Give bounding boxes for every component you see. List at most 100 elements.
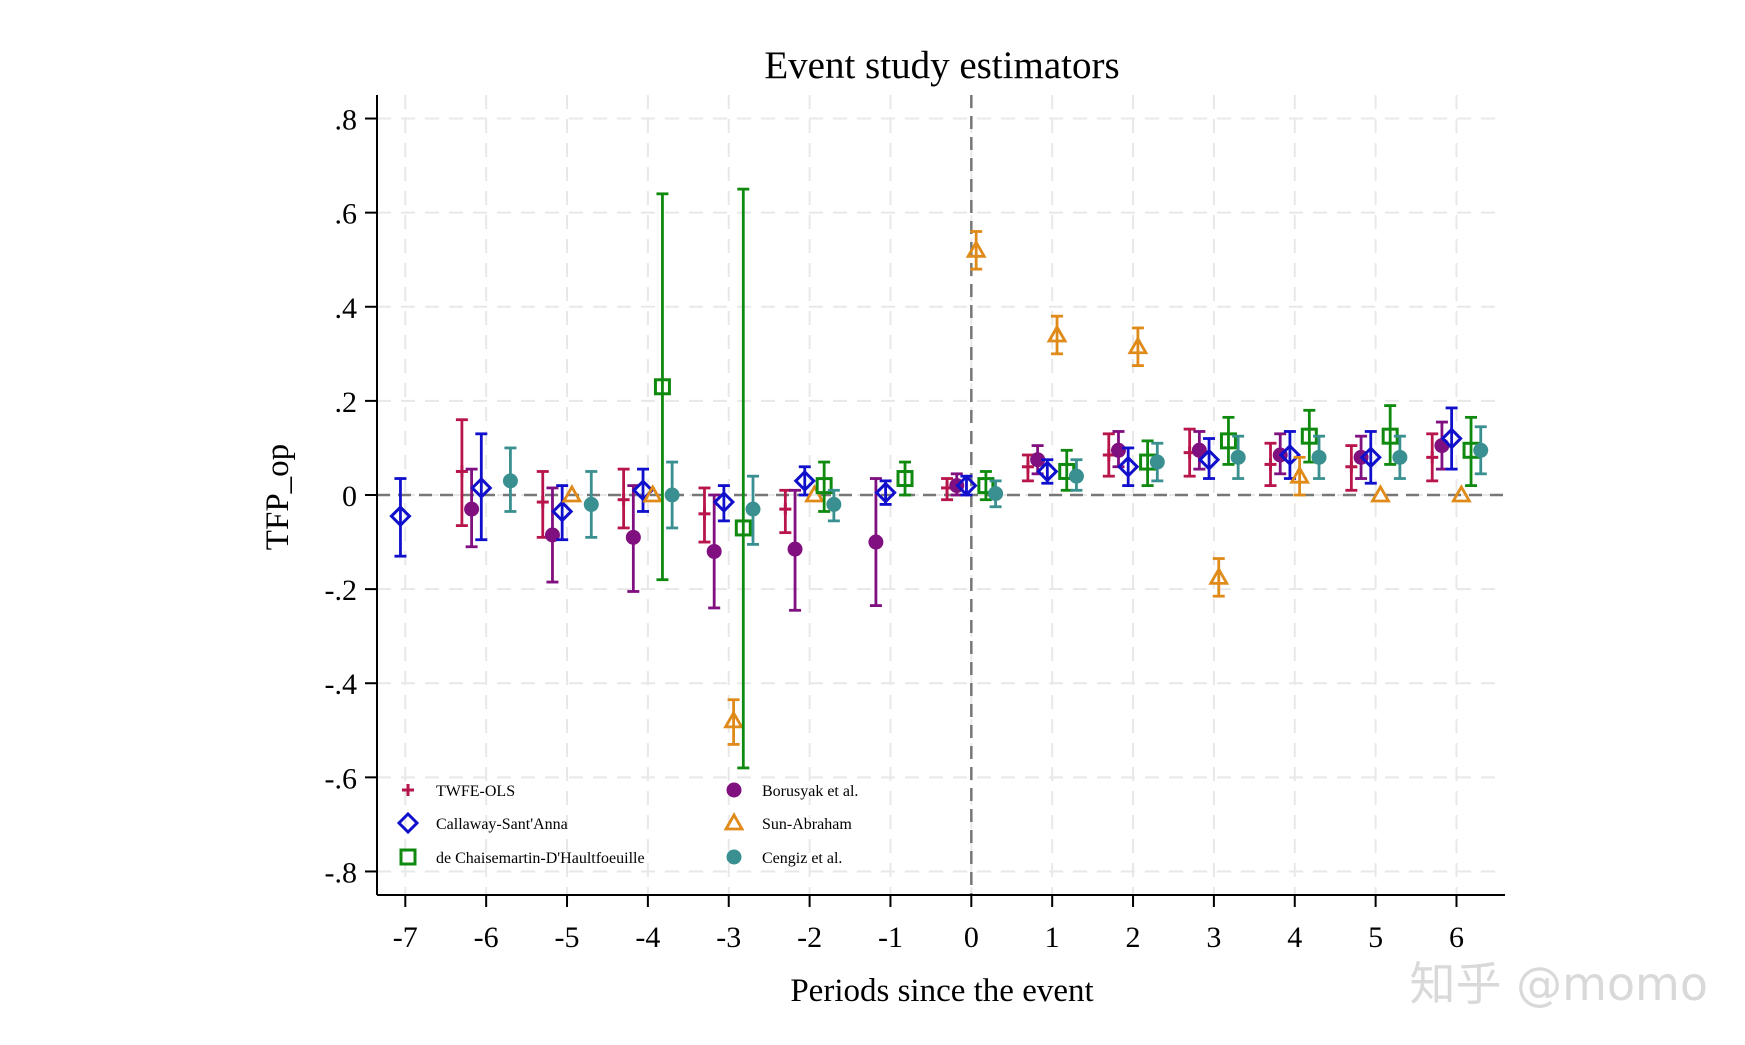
data-point [1370,484,1391,503]
data-point [551,500,574,523]
data-point [1208,566,1230,585]
data-point [1345,460,1358,473]
y-tick-label: -.6 [325,762,358,795]
data-point [779,503,792,516]
y-tick-label: .8 [335,104,358,137]
series-callaway-sant-anna [389,406,1463,558]
data-point [455,465,468,478]
confidence-interval [475,432,488,542]
confidence-interval [1141,439,1154,487]
data-point [1426,451,1439,464]
data-point [1473,442,1489,458]
confidence-interval [899,460,912,497]
x-tick-label: -3 [716,921,741,954]
data-point [1117,455,1140,478]
legend-marker [396,811,420,835]
data-point [664,487,680,503]
confidence-interval [818,460,831,513]
data-point [1278,443,1302,467]
data-point [793,469,816,493]
confidence-interval [737,187,750,770]
x-tick-label: 0 [964,921,979,954]
confidence-interval [1122,446,1135,487]
data-point [1030,452,1046,468]
data-point [965,239,987,258]
data-point [561,484,583,503]
legend-marker [726,849,742,865]
data-point [653,378,671,396]
series-cengiz-et-al- [502,425,1489,546]
legend-item: Sun-Abraham [723,812,852,833]
confidence-interval [1445,406,1458,471]
confidence-interval [1465,415,1478,487]
data-point [712,490,736,514]
legend-marker [402,784,414,796]
confidence-interval [1131,326,1144,367]
confidence-interval [1203,437,1216,480]
data-point [734,519,752,537]
data-point [815,477,833,495]
data-point [389,505,412,528]
confidence-interval [637,467,650,513]
legend-item: TWFE-OLS [402,783,515,800]
x-tick-label: 1 [1045,921,1060,954]
chart-title: Event study estimators [764,44,1119,87]
x-tick-label: 4 [1287,921,1302,954]
x-axis-ticks: -7 -6 -5 -4 -3 -2 -1 0 1 2 3 4 5 6 [393,895,1464,954]
data-point [1219,432,1237,450]
confidence-interval [1060,448,1073,492]
grid [377,95,1505,895]
y-tick-label: .4 [335,292,358,325]
data-point [1191,442,1207,458]
data-point [617,493,630,506]
x-tick-label: -1 [878,921,903,954]
y-tick-label: -.4 [325,668,358,701]
data-point [1230,449,1246,465]
data-point [1036,460,1059,483]
legend-label: Callaway-Sant'Anna [436,816,568,833]
legend-label: TWFE-OLS [436,783,515,800]
data-point [698,507,711,520]
x-tick-label: -4 [635,921,660,954]
data-point [470,476,493,500]
confidence-interval [1212,557,1225,598]
data-point [1021,460,1034,473]
y-tick-label: -.8 [325,856,358,889]
legend-item: de Chaisemartin-D'Haultfoeuille [399,848,645,867]
data-point [874,481,897,504]
y-axis-label: TFP_op [260,444,296,550]
data-point [642,484,664,503]
data-point [464,501,480,517]
data-point [977,477,995,495]
legend-item: Cengiz et al. [726,849,842,867]
series-twfe-ols [455,418,1439,544]
legend-label: de Chaisemartin-D'Haultfoeuille [436,850,645,867]
confidence-interval [394,477,407,558]
data-point [1359,446,1382,469]
data-point [1392,449,1408,465]
confidence-interval [656,192,669,582]
data-point [583,496,599,512]
data-point [706,543,722,559]
x-tick-label: -2 [797,921,822,954]
confidence-interval [556,484,569,542]
data-point [1289,465,1311,484]
x-tick-label: 2 [1126,921,1141,954]
series-de-chaisemartin-d-haultfoeuille [653,187,1480,770]
watermark-text: 知乎 @momo [1409,957,1708,1011]
data-point [1434,438,1450,454]
confidence-interval [727,698,740,746]
data-point [1311,449,1327,465]
y-tick-label: 0 [342,480,357,513]
legend-label: Cengiz et al. [762,850,842,867]
data-point [1149,454,1165,470]
data-point [826,496,842,512]
data-point [1127,335,1149,355]
confidence-interval [979,470,992,502]
data-point [1450,484,1472,503]
data-point [896,470,914,488]
confidence-interval [1293,455,1306,497]
data-point [955,474,978,497]
legend-item: Borusyak et al. [726,782,858,800]
